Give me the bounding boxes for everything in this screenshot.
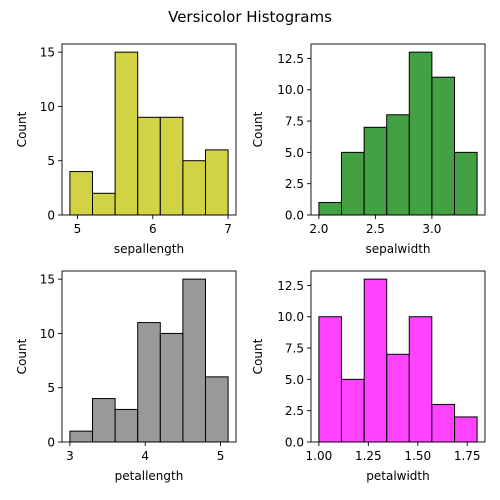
y-tick-label: 10 [40, 327, 55, 341]
x-tick-label: 1.00 [306, 449, 333, 463]
x-tick-label: 2.0 [309, 222, 328, 236]
bar [408, 316, 433, 443]
figure-title: Versicolor Histograms [168, 8, 332, 26]
x-axis-label: petalwidth [366, 469, 429, 483]
bar [137, 322, 161, 443]
bar [69, 430, 94, 443]
axes-frame [310, 270, 486, 443]
x-tick-label: 3.0 [422, 222, 441, 236]
y-tick-label: 15 [40, 46, 55, 60]
x-tick-label: 6 [149, 222, 157, 236]
bar [408, 51, 433, 216]
x-axis-label: sepalwidth [365, 242, 430, 256]
x-axis-label: petallength [115, 469, 184, 483]
axes-frame [61, 43, 237, 216]
axes-frame [61, 270, 237, 443]
y-tick-label: 0.0 [285, 209, 304, 223]
x-tick-label: 5 [74, 222, 82, 236]
bar [159, 116, 184, 216]
bar [92, 192, 116, 216]
x-tick-label: 4 [141, 449, 149, 463]
x-tick-label: 1.75 [454, 449, 481, 463]
y-tick-label: 0 [47, 436, 55, 450]
x-tick-label: 5 [217, 449, 225, 463]
x-tick-label: 2.5 [366, 222, 385, 236]
bar [340, 378, 365, 443]
y-axis-label: Count [251, 338, 265, 374]
y-tick-label: 12.5 [277, 52, 304, 66]
y-tick-label: 7.5 [285, 342, 304, 356]
bar [204, 376, 229, 443]
y-tick-label: 5 [47, 154, 55, 168]
bar [363, 126, 388, 216]
bar [204, 149, 229, 216]
y-tick-label: 0 [47, 209, 55, 223]
bar [137, 116, 161, 216]
y-tick-label: 0.0 [285, 436, 304, 450]
y-tick-label: 5 [47, 381, 55, 395]
subplot-sepalwidth: 2.0 2.5 3.0 0.0 2.5 5.0 7.5 10.0 12.5 sepalwidth C… [251, 43, 486, 256]
y-axis-label: Count [15, 338, 29, 374]
bar [182, 160, 206, 216]
y-axis-label: Count [15, 111, 29, 147]
y-tick-label: 15 [40, 273, 55, 287]
y-tick-label: 12.5 [277, 279, 304, 293]
bar [363, 278, 388, 443]
y-tick-label: 10 [40, 100, 55, 114]
bar [114, 51, 139, 216]
y-tick-label: 5.0 [285, 146, 304, 160]
bar [454, 416, 478, 443]
bar [341, 151, 365, 216]
subplot-petalwidth: 1.00 1.25 1.50 1.75 0.0 2.5 5.0 7.5 10.0 12.5 peta… [251, 270, 486, 483]
y-tick-label: 2.5 [285, 404, 304, 418]
bar [114, 408, 139, 443]
x-tick-label: 3 [66, 449, 74, 463]
bar [386, 353, 410, 443]
bar [431, 76, 455, 216]
subplot-sepallength: 5 6 7 0 5 10 15 sepallength Count [15, 43, 237, 256]
bar [386, 114, 410, 216]
bar [453, 151, 478, 216]
y-tick-label: 5.0 [285, 373, 304, 387]
bar [431, 403, 456, 443]
x-tick-label: 7 [224, 222, 232, 236]
x-tick-label: 1.25 [355, 449, 382, 463]
bar [182, 278, 206, 443]
y-tick-label: 2.5 [285, 177, 304, 191]
subplots: 5 6 7 0 5 10 15 sepallength Count 2.0 2.5 3.0 0.0 2.5… [15, 43, 486, 483]
bar [318, 316, 342, 443]
x-axis-label: sepallength [114, 242, 184, 256]
y-axis-label: Count [251, 111, 265, 147]
axes-frame [310, 43, 486, 216]
y-tick-label: 10.0 [277, 83, 304, 97]
subplot-petallength: 3 4 5 0 5 10 15 petallength Count [15, 270, 237, 483]
bar [159, 332, 184, 443]
y-tick-label: 7.5 [285, 115, 304, 129]
x-tick-label: 1.50 [404, 449, 431, 463]
bar [92, 398, 116, 443]
bar [69, 171, 94, 216]
y-tick-label: 10.0 [277, 310, 304, 324]
bar [318, 201, 343, 216]
